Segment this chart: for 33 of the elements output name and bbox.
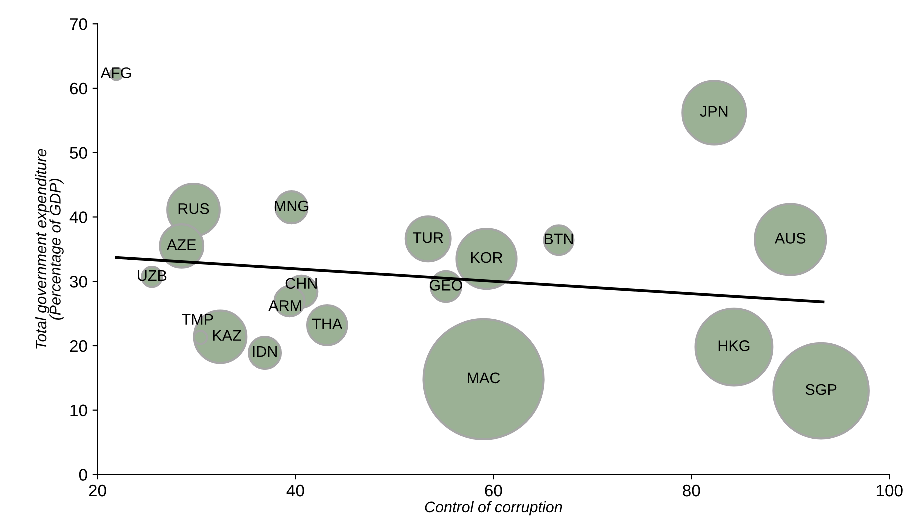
annotation: TUR [412,232,444,244]
annotation: IDN [253,346,277,358]
y-tick-label: 30 [70,276,88,288]
annotation: CHN [286,278,317,290]
annotation: THA [312,318,343,330]
annotation: MNG [275,200,308,212]
x-tick-label: 100 [876,484,903,497]
annotation: HKG [718,340,750,352]
annotation: KOR [471,252,503,264]
annotation: TMP [182,314,214,325]
x-tick-label: 80 [683,484,700,497]
annotation: KAZ [213,330,242,341]
y-tick-label: 40 [70,212,88,224]
x-tick-label: 60 [485,484,502,497]
annotation: RUS [178,203,210,214]
annotation: AZE [167,240,196,250]
y-tick-label: 0 [79,469,88,481]
annotation: JPN [700,106,728,118]
y-axis-title: Total government expenditure (Percentage of GDP) [35,149,64,349]
annotation: MAC [468,372,500,384]
x-axis-title: Control of corruption [425,501,562,516]
y-tick-label: 20 [70,340,88,352]
y-tick-label: 70 [70,18,88,30]
x-tick-label: 40 [286,484,304,497]
annotation: BTN [544,234,574,244]
y-tick-label: 50 [70,147,88,160]
annotation: AFG [100,68,132,78]
annotation: GEO [430,280,462,291]
annotation: AUS [774,233,806,244]
y-tick-label: 10 [70,404,88,417]
annotation: SGP [806,384,837,396]
x-tick-label: 20 [89,484,106,497]
y-tick-label: 60 [70,82,88,95]
